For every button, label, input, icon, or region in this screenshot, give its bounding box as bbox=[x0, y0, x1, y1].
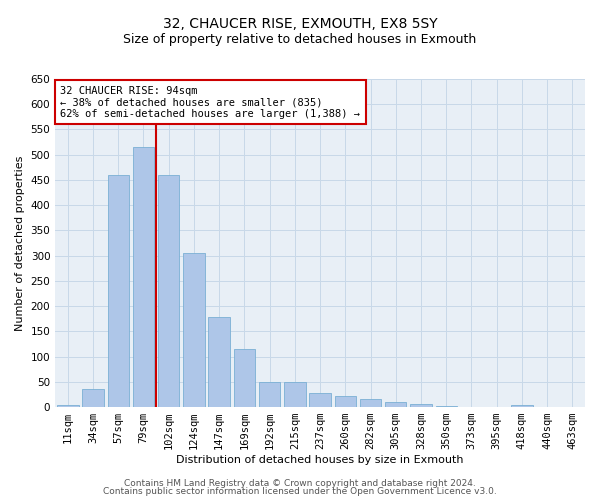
Bar bbox=[486, 406, 508, 407]
Text: 32 CHAUCER RISE: 94sqm
← 38% of detached houses are smaller (835)
62% of semi-de: 32 CHAUCER RISE: 94sqm ← 38% of detached… bbox=[61, 86, 361, 119]
Text: Size of property relative to detached houses in Exmouth: Size of property relative to detached ho… bbox=[124, 32, 476, 46]
Bar bbox=[310, 394, 331, 407]
Bar bbox=[284, 382, 305, 407]
Bar bbox=[57, 404, 79, 407]
Text: Contains public sector information licensed under the Open Government Licence v3: Contains public sector information licen… bbox=[103, 487, 497, 496]
Bar bbox=[208, 317, 230, 407]
Bar bbox=[259, 382, 280, 407]
Bar bbox=[511, 404, 533, 407]
Bar bbox=[360, 398, 381, 407]
Bar bbox=[233, 348, 255, 407]
Bar bbox=[183, 253, 205, 407]
Text: 32, CHAUCER RISE, EXMOUTH, EX8 5SY: 32, CHAUCER RISE, EXMOUTH, EX8 5SY bbox=[163, 18, 437, 32]
X-axis label: Distribution of detached houses by size in Exmouth: Distribution of detached houses by size … bbox=[176, 455, 464, 465]
Bar bbox=[461, 406, 482, 407]
Bar bbox=[335, 396, 356, 407]
Bar bbox=[133, 147, 154, 407]
Text: Contains HM Land Registry data © Crown copyright and database right 2024.: Contains HM Land Registry data © Crown c… bbox=[124, 478, 476, 488]
Bar bbox=[562, 406, 583, 407]
Bar bbox=[107, 175, 129, 407]
Bar bbox=[82, 390, 104, 407]
Bar bbox=[385, 402, 406, 407]
Y-axis label: Number of detached properties: Number of detached properties bbox=[15, 156, 25, 330]
Bar bbox=[410, 404, 432, 407]
Bar bbox=[436, 406, 457, 407]
Bar bbox=[158, 175, 179, 407]
Bar bbox=[536, 406, 558, 407]
